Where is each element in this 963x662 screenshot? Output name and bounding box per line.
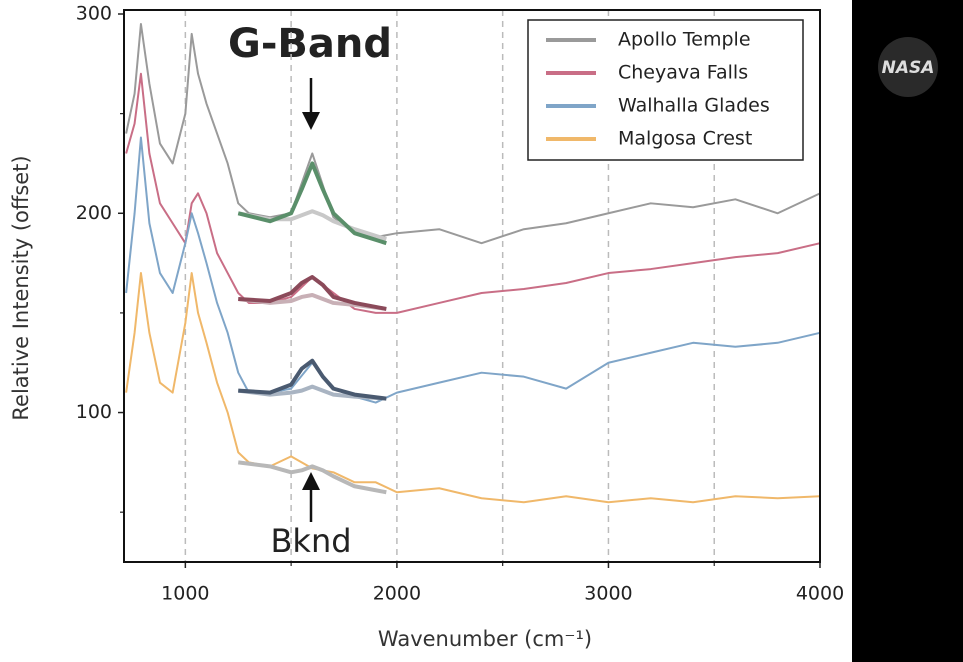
fit-curve (237, 292, 387, 311)
side-strip (852, 0, 963, 662)
y-tick-label: 100 (76, 401, 112, 423)
arrow-head (302, 472, 320, 490)
legend-label: Apollo Temple (618, 29, 751, 51)
y-axis-label: Relative Intensity (offset) (9, 155, 33, 420)
spectrum-line (125, 72, 821, 314)
x-tick-label: 4000 (796, 583, 844, 605)
spectrum-line (125, 136, 821, 404)
legend-label: Malgosa Crest (618, 128, 752, 150)
plot-frame (123, 9, 821, 563)
annotation: G-Band (228, 21, 392, 67)
x-tick-label: 3000 (584, 583, 632, 605)
legend-box (527, 19, 804, 161)
x-tick-label: 2000 (373, 583, 421, 605)
y-tick-label: 300 (76, 3, 112, 25)
fit-curve (238, 358, 387, 401)
fit-curve (238, 275, 387, 311)
logo: NASA (882, 58, 935, 78)
x-tick-label: 1000 (161, 583, 209, 605)
fit-curve (237, 161, 387, 246)
y-tick-label: 200 (76, 202, 112, 224)
x-axis-label: Wavenumber (cm⁻¹) (378, 627, 592, 651)
annotation: Bknd (270, 522, 351, 560)
fit-curve (237, 460, 387, 495)
spectrum-line (125, 272, 821, 504)
legend-label: Cheyava Falls (618, 62, 748, 84)
logo-badge (878, 37, 938, 97)
legend-label: Walhalla Glades (618, 95, 770, 117)
arrow-head (302, 112, 320, 130)
fit-curve (237, 384, 387, 401)
